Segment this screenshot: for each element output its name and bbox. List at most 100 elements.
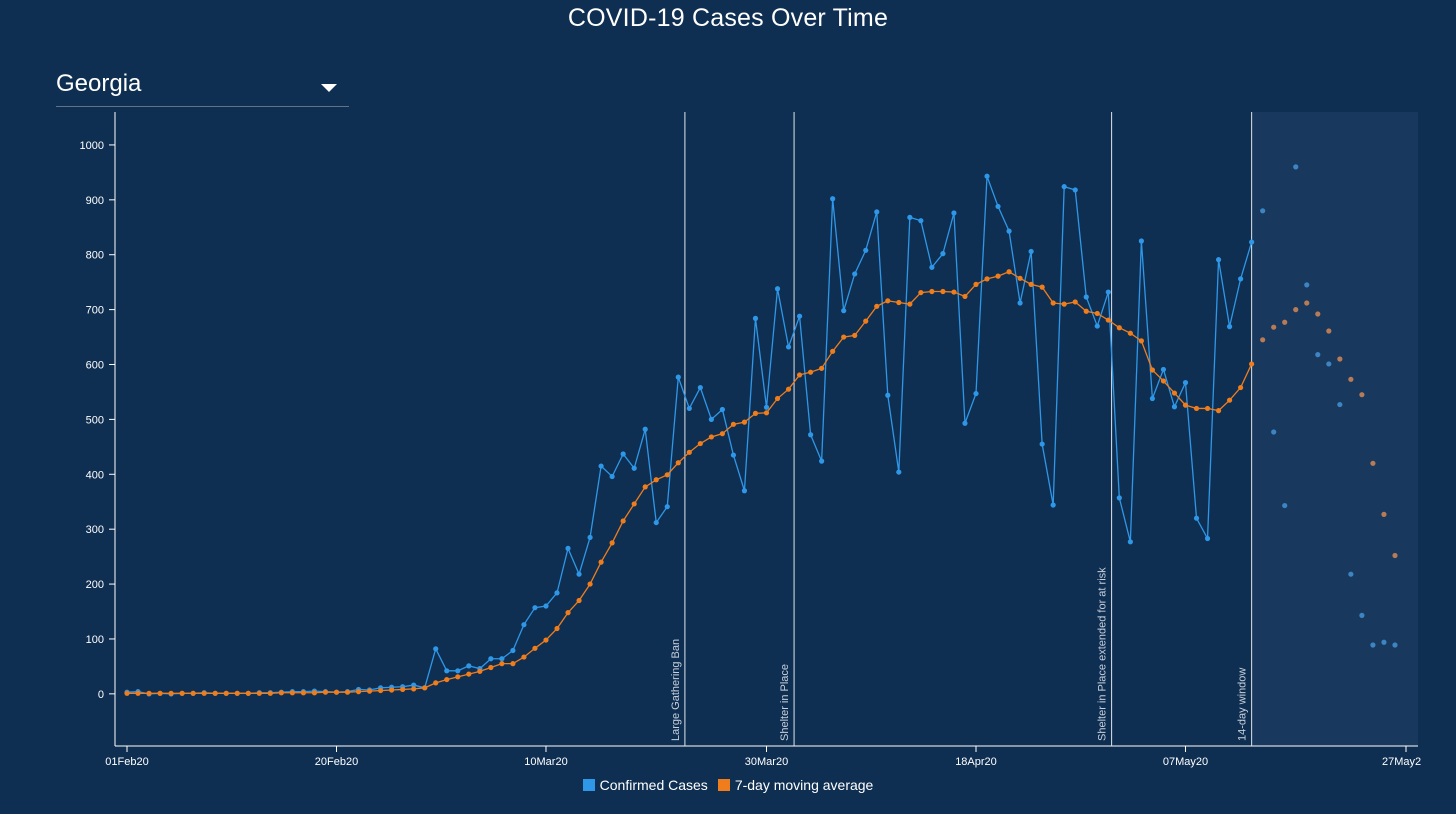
forecast-confirmed-point [1293, 164, 1299, 170]
moving-average-point [256, 690, 262, 696]
y-tick-label: 600 [86, 360, 104, 372]
confirmed-cases-point [653, 519, 659, 526]
moving-average-point [774, 395, 781, 402]
moving-average-point [212, 690, 218, 696]
moving-average-point [1127, 330, 1133, 336]
moving-average-point [576, 597, 582, 604]
confirmed-cases-point [1061, 184, 1067, 190]
moving-average-point [1138, 338, 1144, 344]
forecast-confirmed-point [1359, 612, 1365, 618]
confirmed-cases-point [774, 286, 781, 292]
moving-average-point [1215, 408, 1222, 414]
confirmed-cases-point [444, 668, 450, 674]
confirmed-cases-point [609, 473, 615, 480]
forecast-moving-average-point [1326, 328, 1332, 334]
confirmed-cases-line [126, 176, 1253, 695]
moving-average-point [333, 689, 340, 695]
y-tick-label: 800 [86, 250, 104, 262]
confirmed-cases-point [1127, 539, 1133, 545]
moving-average-point [995, 273, 1001, 279]
moving-average-point [300, 690, 307, 696]
y-tick-label: 500 [86, 414, 104, 426]
moving-average-point [267, 690, 273, 696]
confirmed-cases-point [686, 405, 692, 412]
moving-average-point [366, 688, 373, 694]
moving-average-point [918, 289, 924, 296]
confirmed-cases-point [874, 209, 880, 215]
moving-average-point [400, 686, 406, 693]
confirmed-cases-point [631, 465, 637, 471]
moving-average-point [322, 689, 329, 695]
confirmed-cases-point [1193, 515, 1200, 521]
confirmed-cases-point [1083, 294, 1089, 300]
moving-average-line [127, 271, 1253, 694]
forecast-confirmed-point [1348, 571, 1354, 577]
confirmed-cases-point [1160, 366, 1167, 373]
moving-average-point [885, 298, 891, 304]
forecast-moving-average-point [1271, 324, 1277, 330]
confirmed-cases-point [1238, 276, 1244, 282]
x-tick-label: 27May2 [1382, 756, 1421, 768]
y-tick-label: 700 [86, 305, 104, 317]
confirmed-cases-point [752, 315, 759, 321]
region-select[interactable]: Georgia [56, 64, 349, 107]
moving-average-point [245, 690, 251, 696]
confirmed-cases-point [808, 432, 814, 438]
moving-average-point [355, 689, 362, 695]
moving-average-point [1193, 405, 1200, 412]
moving-average-point [741, 419, 748, 425]
confirmed-cases-point [796, 313, 803, 319]
moving-average-point [763, 410, 770, 416]
confirmed-cases-point [918, 218, 924, 224]
confirmed-cases-point [962, 420, 968, 426]
moving-average-point [686, 449, 692, 455]
forecast-confirmed-point [1370, 642, 1376, 648]
moving-average-point [146, 690, 152, 696]
legend-item-confirmed[interactable]: Confirmed Cases [582, 777, 708, 793]
forecast-confirmed-point [1260, 208, 1266, 214]
legend-item-moving-average[interactable]: 7-day moving average [717, 777, 873, 793]
confirmed-cases-point [973, 390, 979, 397]
confirmed-cases-point [841, 308, 847, 314]
confirmed-cases-point [708, 416, 714, 422]
confirmed-cases-point [940, 251, 946, 257]
moving-average-point [1238, 384, 1244, 391]
moving-average-point [289, 690, 295, 696]
forecast-moving-average-point [1381, 511, 1387, 517]
moving-average-point [223, 690, 229, 696]
forecast-moving-average-point [1293, 307, 1299, 313]
event-label: Large Gathering Ban [670, 639, 682, 741]
event-label: 14-day window [1237, 668, 1249, 741]
moving-average-point [664, 472, 670, 478]
moving-average-point [466, 671, 472, 677]
forecast-moving-average-point [1370, 460, 1376, 466]
moving-average-point [796, 372, 803, 378]
forecast-moving-average-point [1337, 356, 1343, 362]
confirmed-cases-point [499, 656, 505, 662]
moving-average-point [311, 690, 318, 696]
confirmed-cases-point [488, 656, 494, 662]
moving-average-point [896, 299, 902, 306]
forecast-confirmed-point [1315, 352, 1321, 358]
confirmed-cases-point [576, 571, 582, 577]
moving-average-point [1061, 301, 1067, 307]
confirmed-cases-point [863, 247, 869, 253]
moving-average-point [521, 654, 527, 660]
moving-average-point [1028, 281, 1034, 287]
moving-average-point [907, 301, 913, 307]
moving-average-point [1105, 317, 1111, 323]
moving-average-point [168, 690, 174, 696]
moving-average-point [1226, 397, 1233, 403]
region-select-value: Georgia [56, 70, 142, 97]
moving-average-point [190, 690, 196, 696]
moving-average-point [124, 690, 130, 696]
moving-average-point [234, 690, 240, 696]
chevron-down-icon[interactable] [321, 84, 337, 92]
moving-average-point [1083, 308, 1089, 314]
moving-average-point [830, 348, 836, 354]
confirmed-cases-point [719, 406, 725, 413]
confirmed-cases-point [1215, 257, 1222, 263]
moving-average-point [631, 501, 637, 507]
moving-average-point [1204, 405, 1211, 412]
confirmed-cases-point [896, 469, 902, 475]
